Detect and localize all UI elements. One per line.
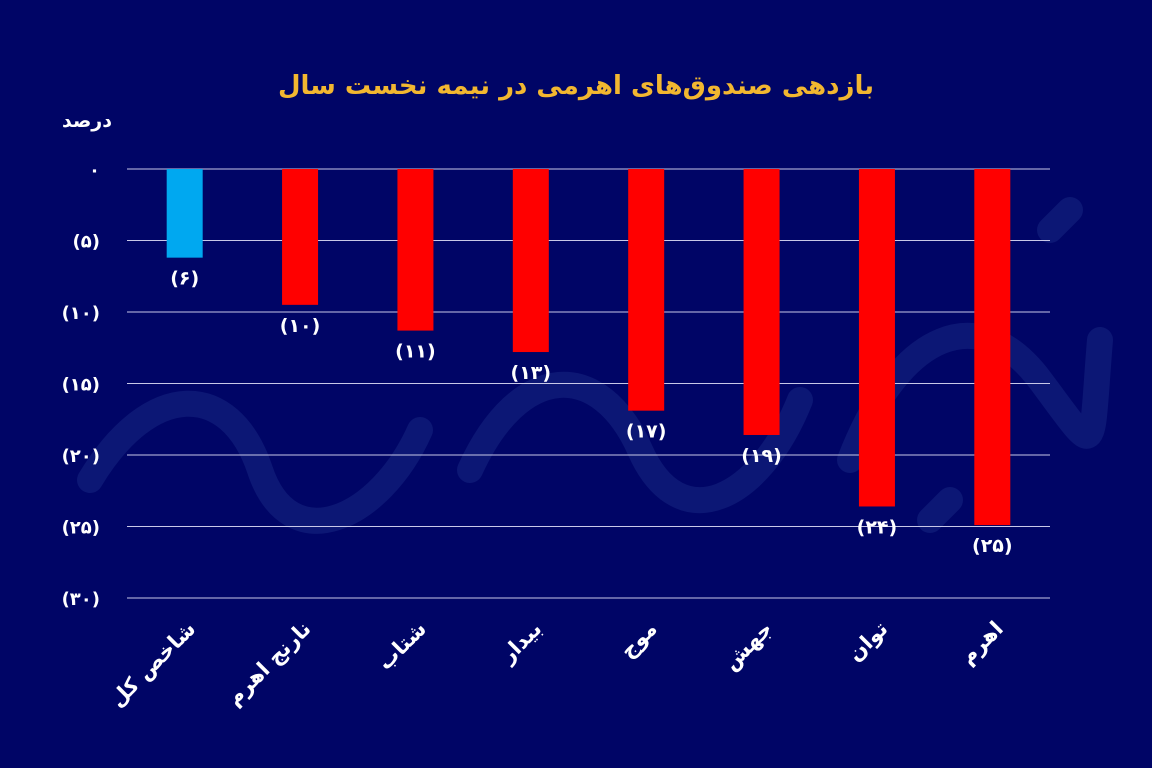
x-tick-label: بیدار xyxy=(495,617,547,669)
bars xyxy=(166,169,1011,526)
bar xyxy=(512,169,549,353)
x-tick-label: نارنج اهرم xyxy=(222,617,316,711)
y-tick-label: (۲۵) xyxy=(62,518,100,539)
bar xyxy=(397,169,434,331)
bar xyxy=(166,169,203,258)
x-tick-label: شاخص کل xyxy=(105,617,200,712)
x-tick-label: شتاب xyxy=(373,617,431,675)
grid xyxy=(127,168,1050,599)
data-label: (۲۴) xyxy=(857,516,898,538)
data-label: (۶) xyxy=(170,268,199,290)
data-label: (۱۹) xyxy=(741,445,782,467)
y-tick-label: (۱۰) xyxy=(62,303,100,324)
chart-title: بازدهی صندوق‌های اهرمی در نیمه نخست سال xyxy=(278,71,874,101)
y-tick-label: (۳۰) xyxy=(62,589,100,610)
data-label: (۱۱) xyxy=(395,341,436,363)
bar xyxy=(743,169,780,435)
x-tick-label: موج xyxy=(616,617,663,664)
watermark-logo xyxy=(77,197,1113,534)
y-tick-label: (۱۵) xyxy=(62,375,100,396)
y-tick-label: (۵) xyxy=(73,232,100,253)
data-label: (۱۰) xyxy=(280,315,321,337)
x-tick-label: جهش xyxy=(719,617,777,675)
y-tick-label: ۰ xyxy=(89,160,100,181)
data-label: (۱۷) xyxy=(626,421,667,443)
bar xyxy=(628,169,665,411)
data-label: (۱۳) xyxy=(511,362,552,384)
x-tick-label: اهرم xyxy=(955,617,1007,669)
bar xyxy=(282,169,319,305)
data-label: (۲۵) xyxy=(972,535,1013,557)
x-tick-label: توان xyxy=(843,617,893,667)
bar xyxy=(974,169,1011,526)
bar xyxy=(858,169,895,507)
y-axis-label: درصد xyxy=(62,110,112,132)
y-tick-label: (۲۰) xyxy=(62,446,100,467)
